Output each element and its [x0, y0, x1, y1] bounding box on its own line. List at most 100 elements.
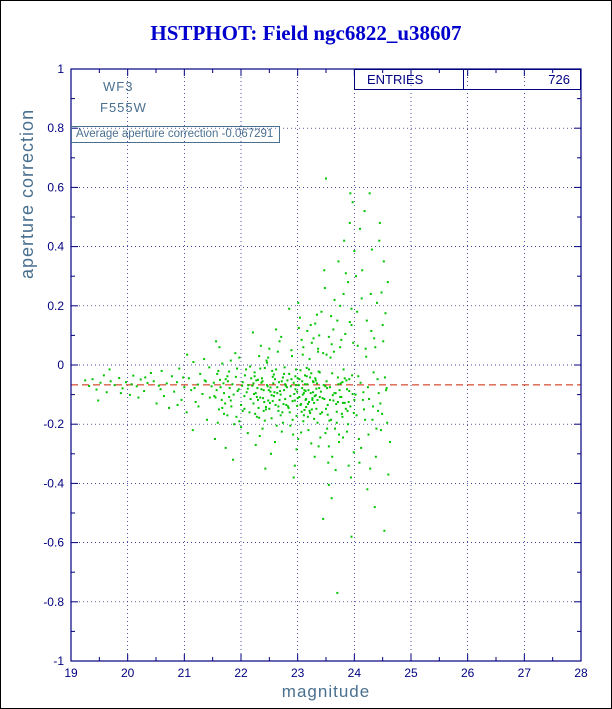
data-point — [261, 427, 264, 430]
data-point — [265, 359, 268, 362]
data-point — [274, 403, 277, 406]
data-point — [280, 380, 283, 383]
data-point — [304, 383, 307, 386]
data-point — [248, 411, 251, 414]
data-point — [333, 392, 336, 395]
data-point — [305, 366, 308, 369]
data-point — [308, 368, 310, 371]
y-tick-label: 1 — [57, 62, 64, 76]
data-point — [194, 401, 197, 403]
data-point — [350, 535, 353, 538]
data-point — [309, 392, 312, 395]
data-point — [128, 393, 131, 396]
data-point — [352, 341, 355, 344]
data-point — [326, 427, 329, 430]
data-point — [301, 387, 304, 390]
data-point — [348, 221, 351, 224]
data-point — [246, 387, 249, 390]
data-point — [318, 387, 321, 390]
entries-value: 726 — [548, 72, 570, 87]
data-point — [370, 248, 373, 251]
data-point — [318, 334, 321, 337]
data-point — [224, 378, 227, 381]
data-point — [235, 415, 238, 418]
data-point — [317, 347, 320, 350]
data-point — [293, 393, 296, 396]
data-point — [270, 394, 273, 397]
data-point — [376, 378, 379, 381]
entries-box: ENTRIES 726 — [354, 69, 581, 90]
data-point — [263, 401, 266, 403]
data-point — [330, 343, 333, 346]
data-point — [264, 406, 267, 409]
data-point — [366, 488, 369, 491]
data-point — [264, 408, 267, 411]
data-point — [300, 338, 303, 341]
data-point — [155, 402, 158, 405]
data-point — [330, 497, 333, 500]
data-point — [297, 438, 300, 440]
data-point — [289, 385, 292, 388]
data-point — [84, 379, 87, 382]
data-point — [291, 355, 293, 358]
data-point — [357, 438, 360, 440]
data-point — [217, 369, 220, 372]
data-point — [291, 418, 294, 421]
data-point — [183, 386, 186, 389]
data-point — [269, 390, 272, 393]
data-point — [291, 400, 294, 403]
data-point — [132, 374, 135, 377]
data-point — [351, 374, 354, 377]
data-point — [271, 400, 274, 403]
data-point — [327, 335, 330, 338]
data-point — [294, 368, 297, 371]
data-point — [277, 409, 280, 412]
data-point — [201, 393, 204, 396]
data-point — [369, 467, 372, 470]
data-point — [310, 341, 313, 344]
data-point — [339, 382, 342, 385]
y-tick-label: -0.6 — [43, 536, 64, 550]
data-point — [268, 401, 271, 404]
data-point — [275, 368, 278, 371]
data-point — [305, 406, 308, 409]
data-point — [301, 380, 304, 383]
data-point — [314, 379, 317, 382]
page-title: HSTPHOT: Field ngc6822_u38607 — [150, 21, 462, 45]
data-point — [316, 421, 319, 424]
data-point — [259, 344, 262, 347]
data-point — [335, 421, 338, 424]
data-point — [279, 393, 282, 396]
data-point — [249, 398, 252, 401]
data-point — [178, 367, 181, 370]
data-point — [253, 375, 256, 378]
data-point — [305, 375, 308, 378]
data-point — [216, 372, 219, 375]
data-point — [118, 377, 121, 380]
data-point — [232, 393, 235, 396]
data-point — [287, 406, 290, 409]
data-point — [307, 389, 310, 392]
data-point — [266, 385, 269, 388]
data-point — [283, 372, 286, 375]
data-point — [340, 338, 343, 341]
data-point — [332, 328, 335, 331]
data-point — [281, 376, 284, 379]
data-point — [327, 461, 330, 464]
data-point — [376, 301, 378, 304]
data-point — [241, 384, 244, 387]
data-point — [253, 393, 256, 396]
data-point — [349, 405, 352, 408]
data-point — [309, 324, 312, 327]
data-point — [252, 382, 255, 385]
data-point — [339, 304, 342, 307]
data-point — [383, 529, 386, 532]
data-point — [340, 395, 343, 398]
data-point — [338, 440, 341, 443]
x-tick-label: 21 — [178, 666, 192, 680]
data-point — [319, 390, 322, 393]
x-tick-label: 22 — [234, 666, 248, 680]
data-point — [259, 396, 262, 399]
data-point — [285, 403, 288, 406]
data-point — [190, 389, 193, 392]
